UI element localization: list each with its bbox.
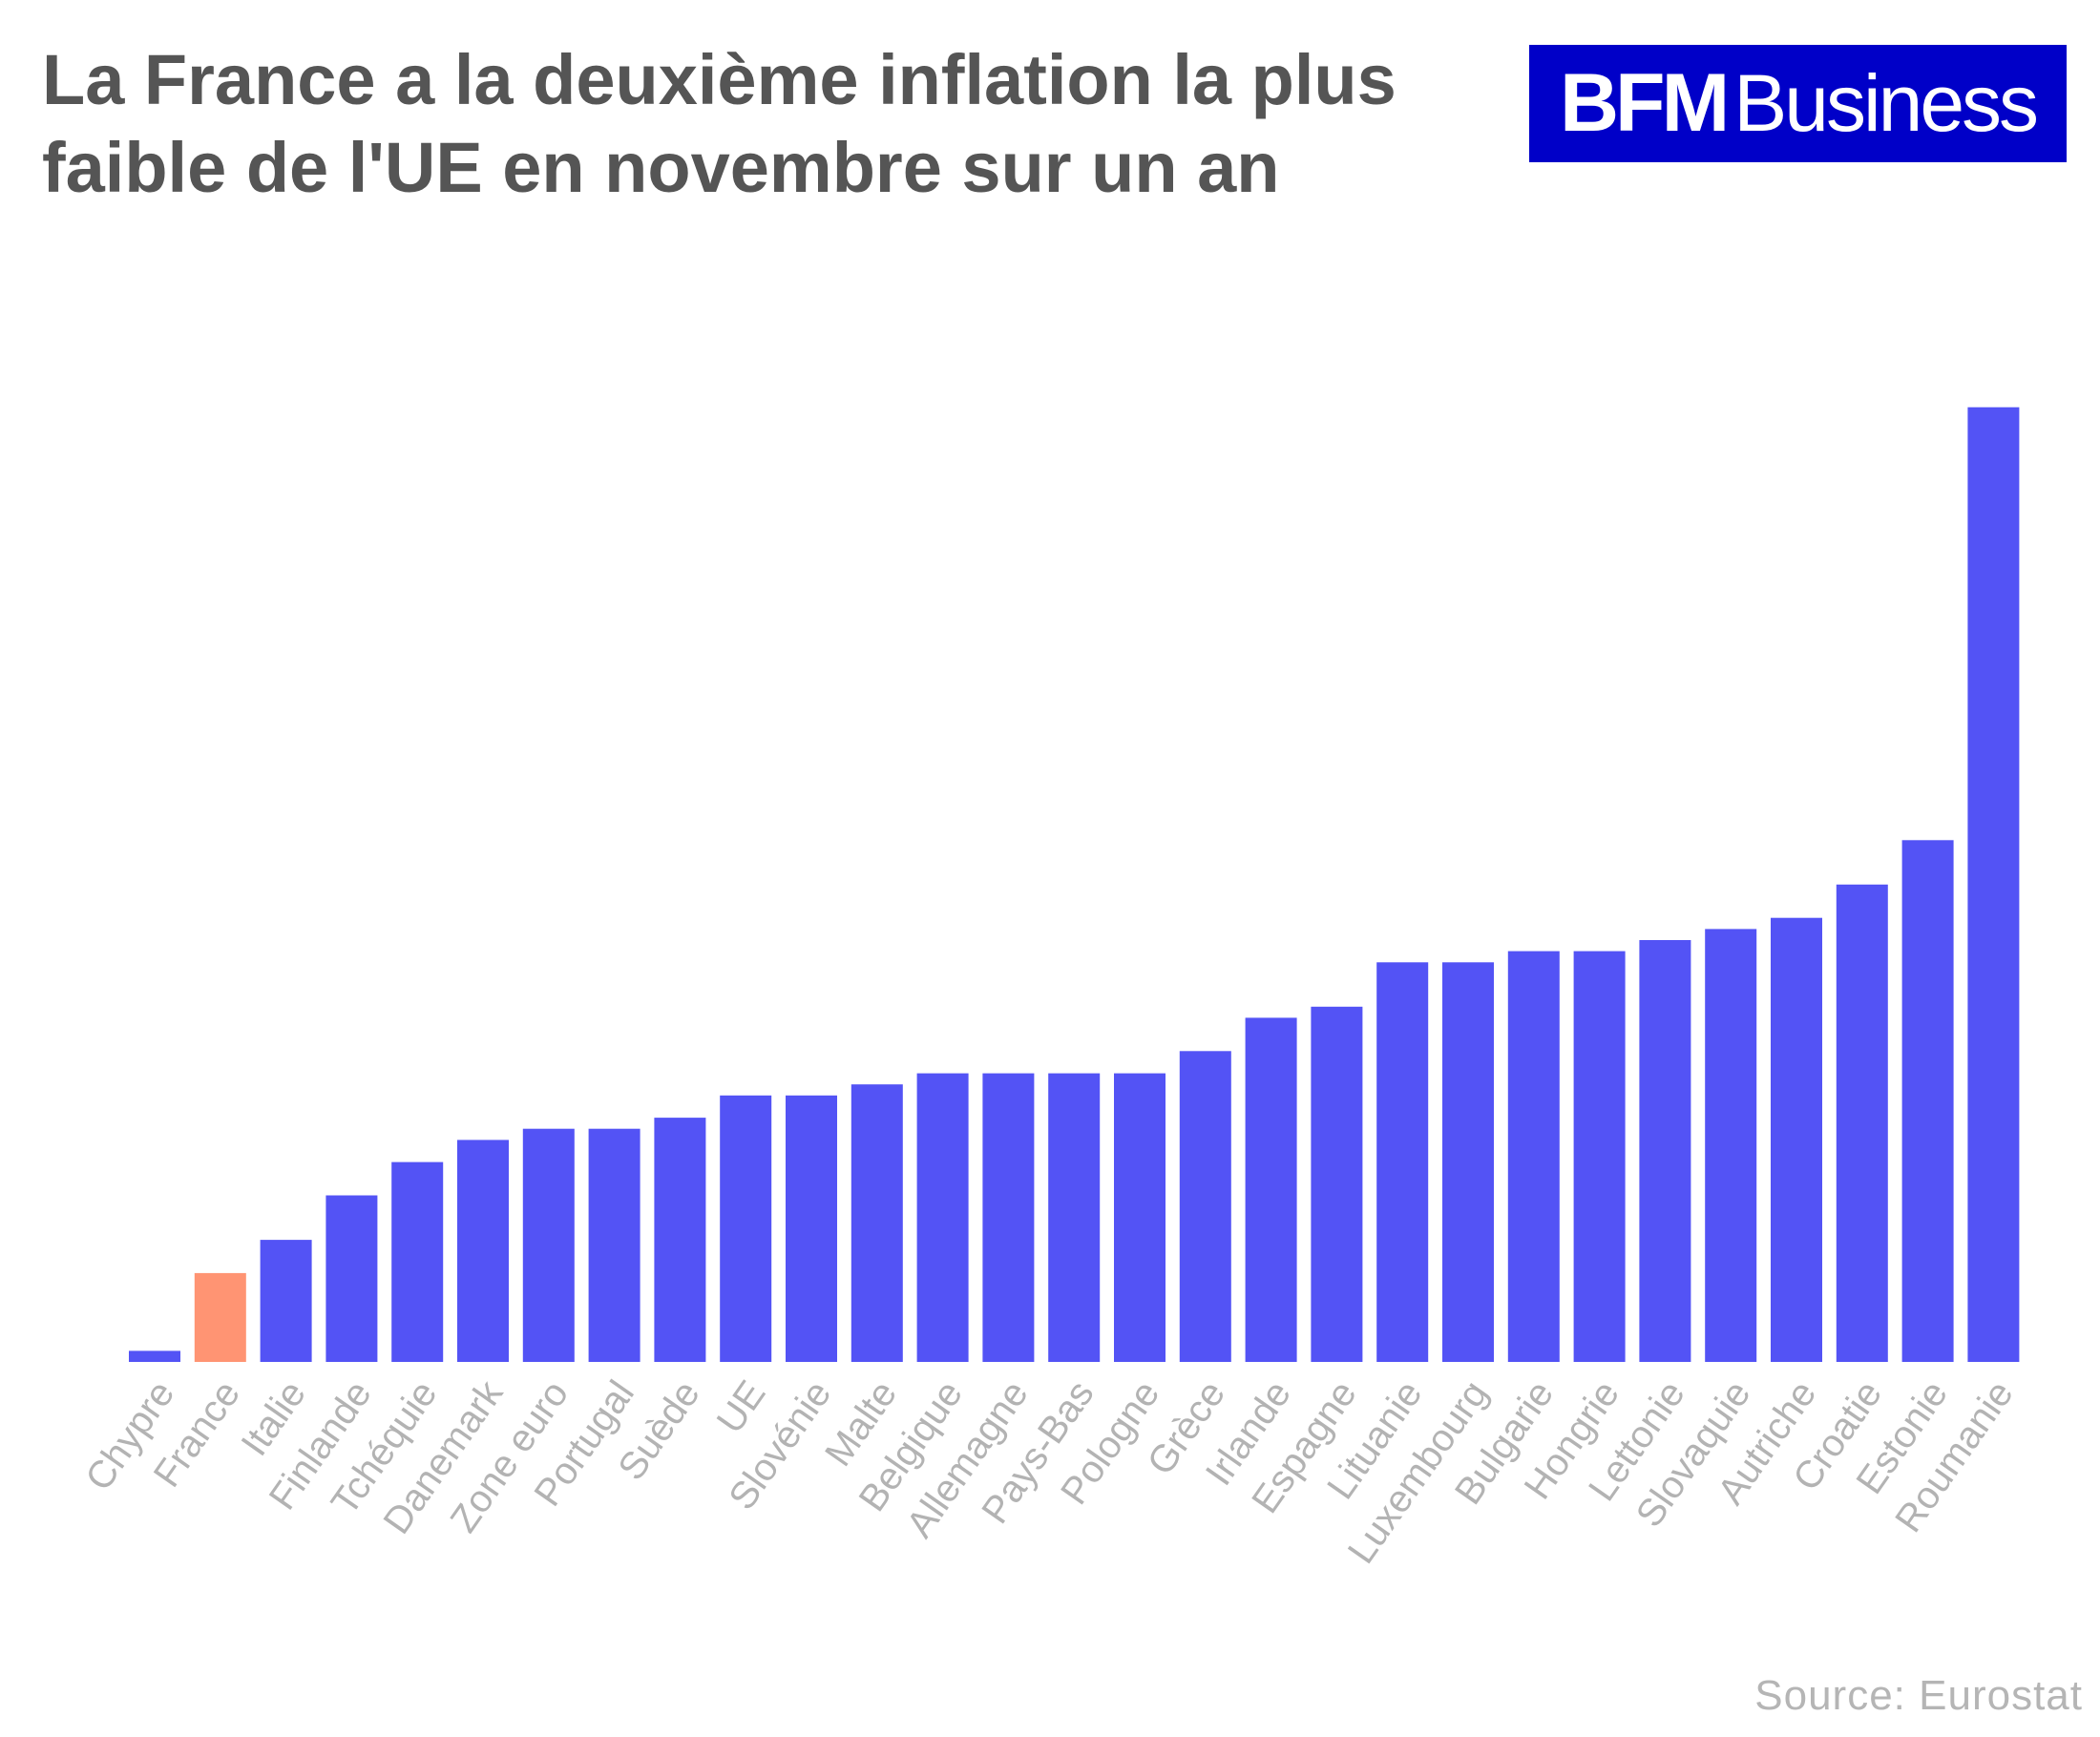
bar-slovaquie [1705,929,1757,1362]
tick-labels-group: ChypreFranceItalieFinlandeTchéquieDanema… [77,1372,2021,1571]
bar-france [194,1272,246,1362]
bar-suède [654,1118,706,1362]
bar-pologne [1114,1073,1166,1362]
bar-finlande [326,1195,378,1362]
bar-zone-euro [522,1128,575,1362]
bar-lettonie [1639,940,1691,1362]
bar-slovénie [786,1095,837,1362]
chart-title: La France a la deuxième inflation la plu… [42,40,1396,207]
bar-estonie [1901,840,1954,1362]
bar-roumanie [1967,407,2020,1362]
bar-bulgarie [1507,951,1560,1362]
logo-bfm-text: BFM [1559,57,1730,149]
bar-tchéquie [391,1161,444,1362]
bar-hongrie [1573,951,1626,1362]
bar-espagne [1311,1006,1363,1362]
bar-pays-bas [1048,1073,1101,1362]
bar-malte [850,1084,903,1362]
bar-chypre [129,1350,180,1362]
bar-autriche [1771,917,1822,1362]
logo-business-text: Business [1733,58,2039,148]
bar-allemagne [982,1073,1035,1362]
bar-ue [720,1095,772,1362]
source-note: Source: Eurostat [1754,1672,2083,1719]
bar-irlande [1245,1017,1297,1362]
bar-croatie [1836,884,1888,1362]
bar-grèce [1179,1051,1231,1362]
bar-portugal [588,1128,640,1362]
bar-danemark [457,1140,509,1362]
bar-belgique [916,1073,969,1362]
bar-luxembourg [1442,962,1494,1362]
bfm-business-logo: BFM Business [1529,45,2067,162]
bars-group [129,407,2020,1362]
bar-italie [260,1240,312,1362]
bar-lituanie [1376,962,1429,1362]
